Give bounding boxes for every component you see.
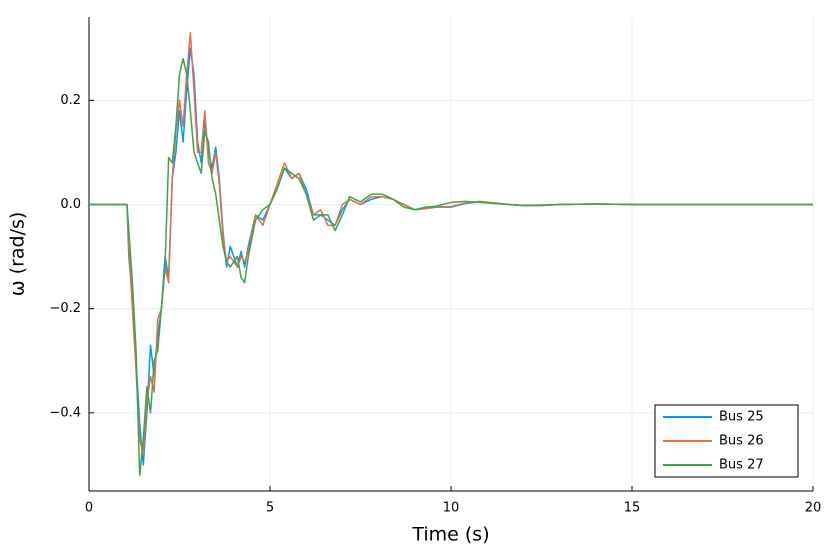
x-axis-label: Time (s) bbox=[411, 524, 489, 546]
y-tick-label: 0.2 bbox=[60, 93, 81, 108]
y-tick-label: 0.0 bbox=[60, 197, 81, 212]
x-tick-label: 5 bbox=[266, 501, 274, 516]
legend-label: Bus 27 bbox=[719, 458, 764, 473]
x-tick-label: 20 bbox=[805, 501, 822, 516]
y-axis-label: ω (rad/s) bbox=[7, 212, 29, 297]
line bbox=[89, 57, 813, 477]
x-tick-label: 10 bbox=[443, 501, 460, 516]
y-tick-label: −0.4 bbox=[49, 405, 81, 420]
x-tick-label: 15 bbox=[624, 501, 641, 516]
legend: Bus 25 Bus 26 Bus 27 bbox=[654, 404, 799, 478]
y-tick-label: −0.2 bbox=[49, 301, 81, 316]
legend-label: Bus 26 bbox=[719, 434, 764, 449]
x-tick-label: 0 bbox=[85, 501, 93, 516]
legend-label: Bus 25 bbox=[719, 410, 764, 425]
